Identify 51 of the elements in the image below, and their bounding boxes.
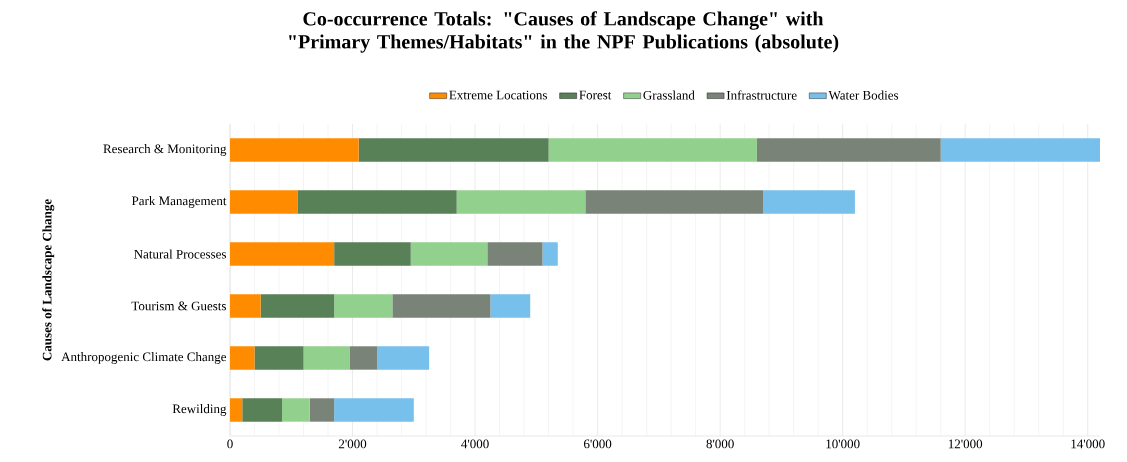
bar [756,138,941,162]
bar [487,242,543,266]
bar [230,138,359,162]
x-tick-label: 0 [227,439,233,449]
legend-label: Infrastructure [726,90,797,100]
bar [548,138,757,162]
x-tick-label: 10'000 [826,439,860,449]
bar [392,294,491,318]
bar [349,346,378,370]
x-tick-label: 2'000 [338,439,367,449]
bar [242,398,283,422]
bar [260,294,335,318]
bar [297,190,457,214]
bar [358,138,549,162]
bar [230,294,261,318]
y-tick-label: Research & Monitoring [103,144,227,156]
legend-label: Extreme Locations [449,90,547,100]
y-axis-title: Causes of Landscape Change [42,199,55,361]
bar [542,242,558,266]
bar [585,190,764,214]
bar [490,294,531,318]
bar [334,242,411,266]
bar [254,346,304,370]
y-tick-label: Tourism & Guests [131,301,227,311]
bar [230,242,335,266]
legend-label: Forest [579,90,612,100]
bar [334,398,414,422]
bar [282,398,310,422]
bar [230,190,298,214]
bar [334,294,393,318]
legend-label: Grassland [643,90,695,100]
y-tick-label: Rewilding [172,404,227,416]
x-tick-label: 12'000 [948,439,983,449]
y-tick-label: Park Management [131,196,227,208]
y-tick-label: Anthropogenic Climate Change [61,352,227,364]
bar [410,242,488,266]
legend-label: Water Bodies [828,90,899,100]
bar [763,190,855,214]
bar [303,346,350,370]
x-tick-label: 14'000 [1071,439,1105,449]
bar [940,138,1100,162]
chart-title: Co-occurrence Totals: "Causes of Landscape Change" with "Primary Themes/Habitats" in the NPF Publications (absolute) [289,11,839,53]
x-tick-label: 6'000 [584,439,612,449]
bar [230,346,255,370]
bar [230,398,243,422]
x-tick-label: 4'000 [461,439,489,449]
bar [309,398,335,422]
x-tick-label: 8'000 [706,439,734,449]
bar [377,346,430,370]
bar [456,190,586,214]
y-tick-label: Natural Processes [134,249,227,259]
